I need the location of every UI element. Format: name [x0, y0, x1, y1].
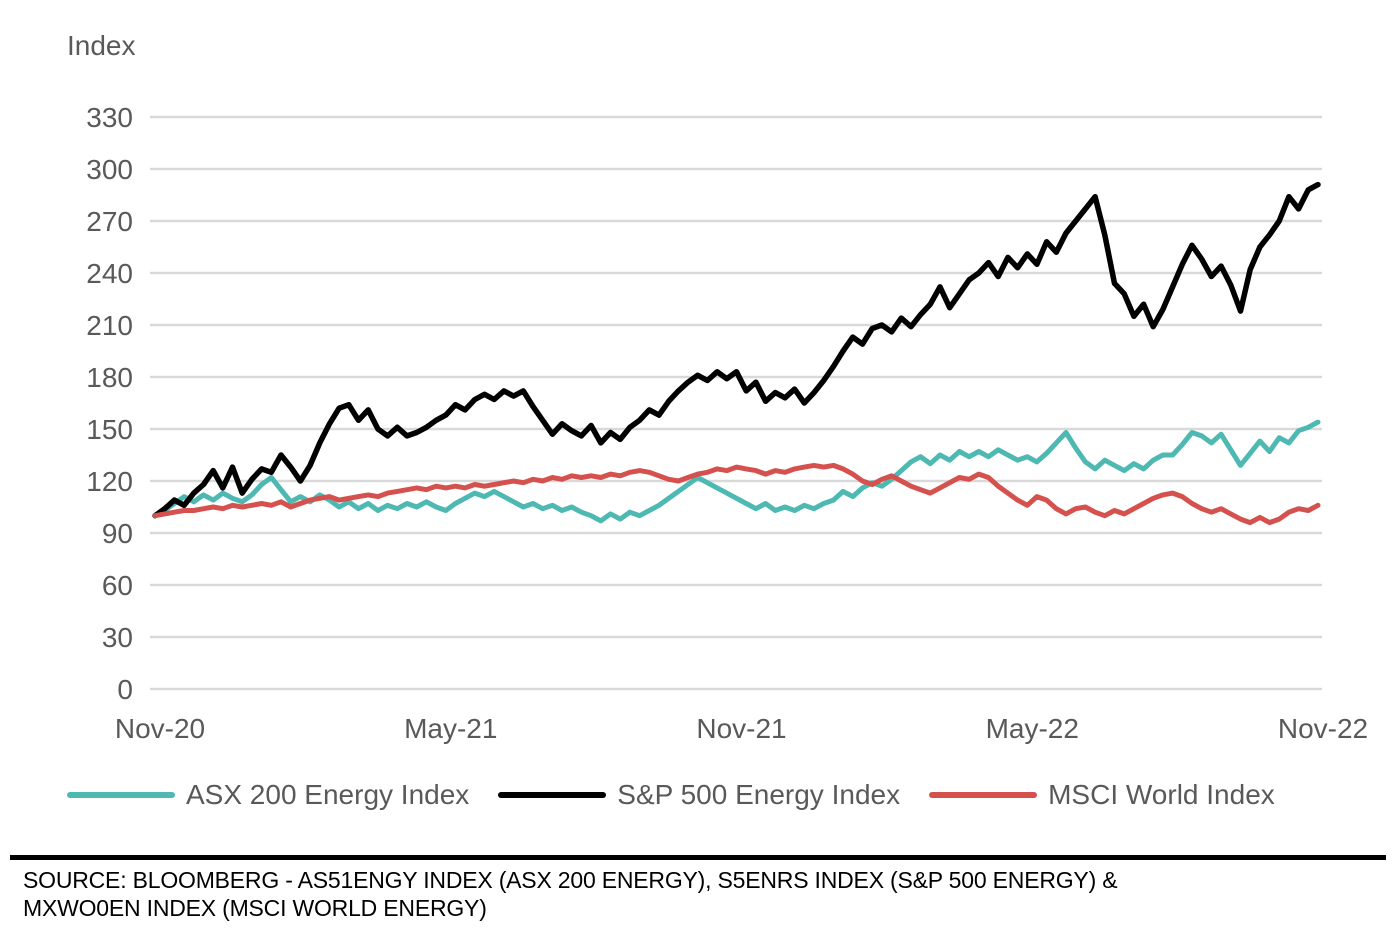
- y-tick-label: 0: [117, 674, 133, 705]
- line-chart-plot-area: 0 30 60 90 120 150 180 210 240 270 300 330 Nov-20 May…: [86, 102, 1368, 744]
- legend: ASX 200 Energy Index S&P 500 Energy Inde…: [67, 779, 1387, 811]
- x-tick-label: May-22: [986, 713, 1079, 744]
- y-tick-label: 60: [102, 570, 133, 601]
- x-tick-label: Nov-21: [696, 713, 786, 744]
- y-tick-label: 330: [86, 102, 133, 133]
- x-tick-label: Nov-22: [1278, 713, 1368, 744]
- y-tick-label: 150: [86, 414, 133, 445]
- y-tick-label: 240: [86, 258, 133, 289]
- y-tick-label: 210: [86, 310, 133, 341]
- series-line-asx-200-energy-index: [152, 419, 1321, 524]
- series-line-s-p-500-energy-index: [152, 181, 1321, 519]
- legend-item-asx-200-energy: ASX 200 Energy Index: [67, 779, 469, 811]
- legend-label: ASX 200 Energy Index: [186, 779, 470, 810]
- y-axis-title: Index: [67, 30, 136, 61]
- legend-label: MSCI World Index: [1048, 779, 1275, 810]
- y-tick-label: 270: [86, 206, 133, 237]
- y-tick-label: 120: [86, 466, 133, 497]
- y-tick-label: 90: [102, 518, 133, 549]
- asx-200-line-swatch-icon: [67, 792, 175, 798]
- source-note-line-1: SOURCE: BLOOMBERG - AS51ENGY INDEX (ASX …: [23, 867, 1118, 893]
- source-note-line-2: MXWO0EN INDEX (MSCI WORLD ENERGY): [23, 895, 487, 921]
- x-tick-label: May-21: [404, 713, 497, 744]
- y-tick-label: 300: [86, 154, 133, 185]
- source-note: SOURCE: BLOOMBERG - AS51ENGY INDEX (ASX …: [10, 855, 1386, 922]
- y-tick-label: 180: [86, 362, 133, 393]
- legend-item-msci-world: MSCI World Index: [929, 779, 1275, 811]
- legend-label: S&P 500 Energy Index: [617, 779, 901, 810]
- legend-item-sp-500-energy: S&P 500 Energy Index: [498, 779, 900, 811]
- sp-500-line-swatch-icon: [498, 792, 607, 798]
- x-tick-label: Nov-20: [115, 713, 205, 744]
- series-line-msci-world-index: [152, 462, 1321, 526]
- y-tick-label: 30: [102, 622, 133, 653]
- msci-world-line-swatch-icon: [929, 792, 1038, 798]
